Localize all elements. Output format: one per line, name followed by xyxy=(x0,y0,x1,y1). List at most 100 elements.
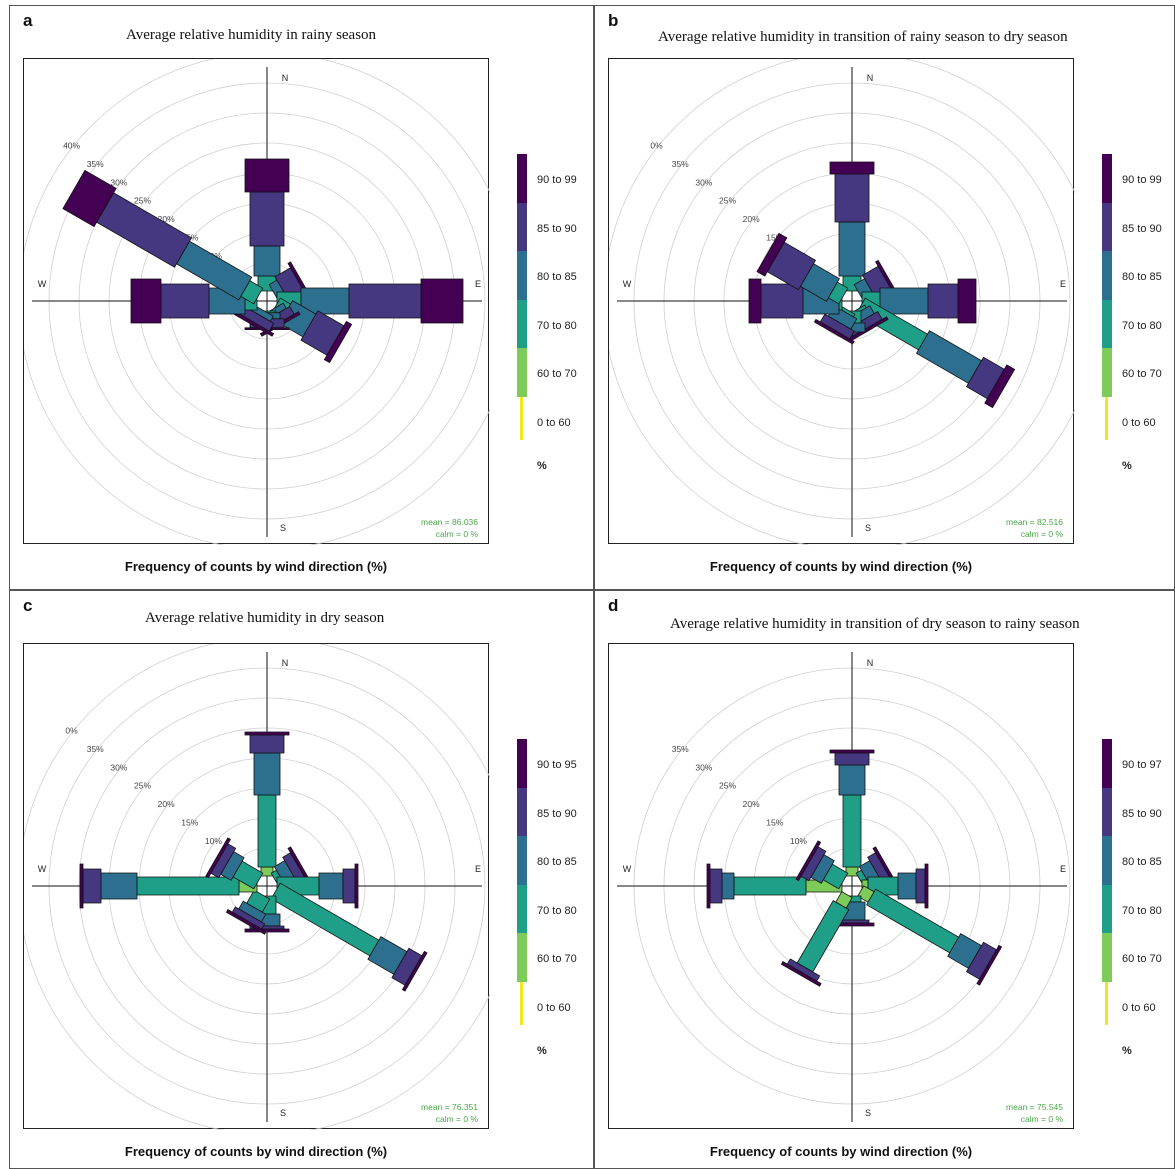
compass-east-label: E xyxy=(475,279,481,289)
legend-swatch xyxy=(1102,836,1112,885)
radial-tick-label: 20% xyxy=(743,214,760,224)
petal-segment xyxy=(845,866,859,877)
legend-label: 60 to 70 xyxy=(537,368,577,380)
compass-east-label: E xyxy=(1060,279,1066,289)
petal-segment xyxy=(795,840,822,882)
petal-segment xyxy=(82,868,102,904)
panel-a: a Average relative humidity in rainy seas… xyxy=(9,5,594,590)
petal-segment xyxy=(838,221,866,277)
legend-label: 85 to 90 xyxy=(1122,222,1162,235)
legend-swatch xyxy=(517,299,527,348)
legend-label: 90 to 99 xyxy=(537,174,577,186)
panel-frame xyxy=(9,5,594,590)
petal-segment xyxy=(733,876,807,896)
petal-segment xyxy=(205,837,231,879)
petal-segment xyxy=(244,731,290,736)
legend-swatch xyxy=(1102,739,1112,788)
petal-segment xyxy=(249,734,285,754)
petal-segment xyxy=(829,749,875,754)
petal-segment xyxy=(879,287,929,315)
calm-label: calm = 0 % xyxy=(1021,1114,1064,1124)
legend-swatch xyxy=(517,884,527,933)
petal-segment xyxy=(915,868,926,904)
petal-segment xyxy=(927,283,959,319)
panel-c: c Average relative humidity in dry season… xyxy=(9,590,594,1169)
compass-north-label: N xyxy=(867,73,874,83)
petal-segment xyxy=(244,928,290,933)
compass-south-label: S xyxy=(280,1108,286,1118)
legend-label: 0 to 60 xyxy=(537,416,571,429)
mean-label: mean = 82.516 xyxy=(1006,517,1063,527)
panel-letter: d xyxy=(608,596,619,615)
legend-label: 90 to 97 xyxy=(1122,759,1162,771)
legend-swatch xyxy=(1105,981,1108,1026)
petal-segment xyxy=(348,283,422,319)
petal-segment xyxy=(984,364,1016,409)
petal-segment xyxy=(756,232,788,277)
compass-north-label: N xyxy=(282,658,289,668)
legend-swatch xyxy=(1102,299,1112,348)
legend-label: 60 to 70 xyxy=(537,953,577,965)
legend-swatch xyxy=(517,836,527,885)
petal-segment xyxy=(834,173,870,223)
petal-segment xyxy=(838,764,866,796)
panel-title: Average relative humidity in dry season xyxy=(145,610,385,626)
legend-unit: % xyxy=(537,460,547,472)
legend-swatch xyxy=(1102,202,1112,251)
legend-label: 60 to 70 xyxy=(1122,368,1162,380)
petal-segment xyxy=(100,872,138,900)
legend-swatch xyxy=(517,787,527,836)
petal-segment xyxy=(253,752,281,796)
legend-swatch xyxy=(1102,787,1112,836)
compass-west-label: W xyxy=(38,279,47,289)
panel-letter: b xyxy=(608,11,619,30)
petal-segment xyxy=(748,278,762,324)
legend-label: 85 to 90 xyxy=(537,807,577,820)
petal-segment xyxy=(249,191,285,247)
radial-tick-label: 10% xyxy=(205,836,222,846)
legend-swatch xyxy=(520,981,523,1026)
calm-label: calm = 0 % xyxy=(1021,529,1064,539)
legend-swatch xyxy=(517,348,527,397)
legend-label: 70 to 80 xyxy=(1122,904,1162,917)
radial-tick-label: 30% xyxy=(110,762,127,772)
radial-tick-label: 25% xyxy=(134,196,151,206)
petal-segment xyxy=(924,863,929,909)
radial-tick-label: 25% xyxy=(134,781,151,791)
petal-segment xyxy=(225,909,267,935)
legend-unit: % xyxy=(537,1045,547,1057)
petal-segment xyxy=(976,944,1003,986)
petal-segment xyxy=(318,872,344,900)
petal-segment xyxy=(957,278,977,324)
petal-segment xyxy=(62,169,117,228)
petal-segment xyxy=(160,283,210,319)
petal-segment xyxy=(721,872,735,900)
petal-segment xyxy=(780,961,822,987)
calm-label: calm = 0 % xyxy=(436,529,479,539)
radial-tick-label: 0% xyxy=(65,725,78,735)
legend-swatch xyxy=(520,396,523,441)
radial-tick-label: 15% xyxy=(766,233,783,243)
legend-label: 0 to 60 xyxy=(1122,1001,1156,1014)
x-axis-caption: Frequency of counts by wind direction (%… xyxy=(709,559,973,574)
legend-swatch xyxy=(1102,884,1112,933)
radial-tick-label: 20% xyxy=(743,799,760,809)
panel-title: Average relative humidity in transition … xyxy=(670,616,1080,632)
radial-tick-label: 15% xyxy=(766,818,783,828)
legend-label: 80 to 85 xyxy=(537,271,577,283)
panel-letter: a xyxy=(23,11,33,30)
radial-tick-label: 15% xyxy=(181,818,198,828)
radial-tick-label: 35% xyxy=(87,159,104,169)
radial-tick-label: 20% xyxy=(158,214,175,224)
petal-segment xyxy=(401,950,428,992)
legend-swatch xyxy=(1102,154,1112,203)
petal-segment xyxy=(706,863,711,909)
legend-swatch xyxy=(1102,348,1112,397)
legend-label: 0 to 60 xyxy=(1122,416,1156,429)
radial-tick-label: 0% xyxy=(650,140,663,150)
legend-label: 60 to 70 xyxy=(1122,953,1162,965)
radial-tick-label: 20% xyxy=(158,799,175,809)
